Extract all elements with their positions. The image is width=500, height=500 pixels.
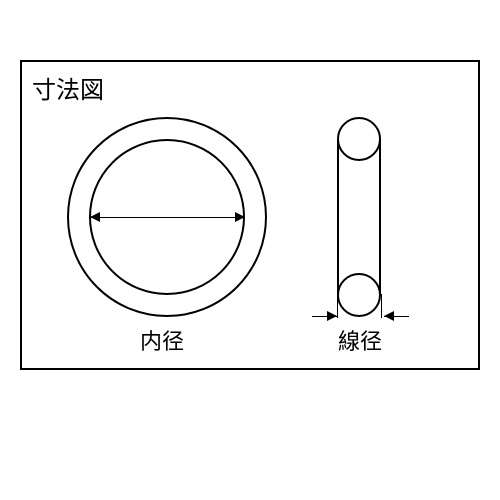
oring-side-view xyxy=(337,117,397,317)
dimension-arrow-left-icon xyxy=(90,212,100,222)
inner-diameter-dimension-line xyxy=(90,217,245,218)
side-right-edge xyxy=(379,139,381,295)
wire-extension-left xyxy=(337,294,338,318)
cross-section-top-circle xyxy=(337,117,381,161)
cross-section-bottom-circle xyxy=(337,273,381,317)
diagram-title: 寸法図 xyxy=(32,70,104,105)
wire-arrow-right-icon xyxy=(384,311,394,321)
wire-diameter-label: 線径 xyxy=(338,324,382,356)
dimension-arrow-right-icon xyxy=(235,212,245,222)
inner-diameter-label: 内径 xyxy=(140,324,184,356)
wire-arrow-left-icon xyxy=(327,311,337,321)
side-left-edge xyxy=(337,139,339,295)
diagram-frame: 寸法図 内径 線径 xyxy=(20,60,480,370)
wire-extension-right xyxy=(381,294,382,318)
